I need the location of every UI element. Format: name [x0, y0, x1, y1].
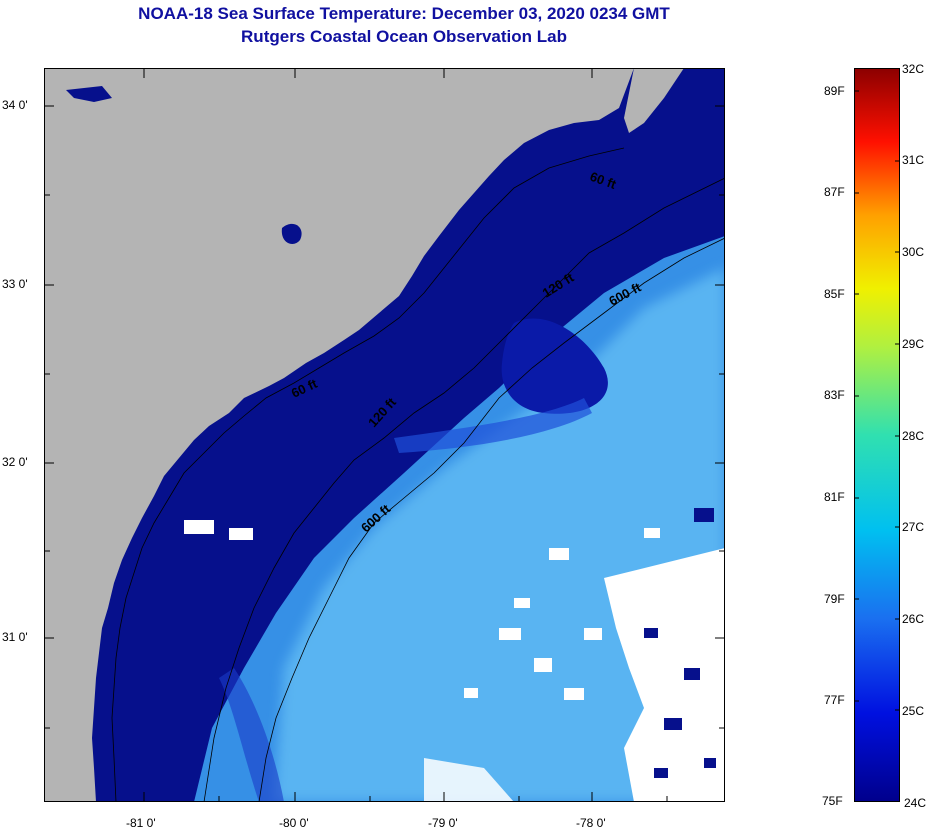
contour-60ft	[111, 147, 625, 802]
colorbar-c-25: 25C	[902, 704, 925, 718]
colorbar-f-77: 77F	[824, 693, 845, 707]
map-title: NOAA-18 Sea Surface Temperature: Decembe…	[138, 4, 670, 23]
lat-label-32: 32 0'	[2, 455, 28, 469]
cold-filament	[394, 398, 592, 453]
colorbar-f-87: 87F	[824, 185, 845, 199]
lat-label-33: 33 0'	[2, 277, 28, 291]
colorbar-c-30: 30C	[902, 245, 925, 259]
colorbar-c-31: 31C	[902, 153, 925, 167]
colorbar-f-79: 79F	[824, 592, 845, 606]
colorbar-gradient	[854, 68, 900, 802]
lat-label-31: 31 0'	[2, 630, 28, 644]
colorbar-c-24: 24C	[904, 796, 927, 810]
cloud-shadow-speckles	[644, 508, 716, 778]
map-ticks	[44, 68, 725, 802]
sst-map[interactable]: 60 ft 60 ft 120 ft 120 ft 600 ft 600 ft	[44, 68, 725, 802]
colorbar	[854, 68, 900, 802]
colorbar-c-27: 27C	[902, 520, 925, 534]
lon-label-80: -80 0'	[279, 816, 309, 830]
colorbar-c-32: 32C	[902, 62, 925, 76]
colorbar-f-85: 85F	[824, 287, 845, 301]
colorbar-c-29: 29C	[902, 337, 925, 351]
barrier-island	[624, 68, 684, 133]
cold-eddy	[501, 318, 608, 414]
colorbar-f-89: 89F	[824, 84, 845, 98]
inland-lake-2	[66, 86, 112, 102]
lat-label-34: 34 0'	[2, 98, 28, 112]
colorbar-c-28: 28C	[902, 429, 925, 443]
colorbar-f-75: 75F	[822, 794, 843, 808]
cloud-patch	[184, 520, 725, 802]
warm-core	[274, 268, 725, 802]
map-subtitle: Rutgers Coastal Ocean Observation Lab	[241, 27, 567, 46]
colorbar-ticks	[854, 90, 900, 711]
colorbar-f-83: 83F	[824, 388, 845, 402]
inshore-filament	[219, 668, 284, 802]
land	[44, 68, 634, 802]
inland-lake	[281, 223, 302, 244]
map-frame	[44, 68, 725, 802]
colorbar-f-81: 81F	[824, 490, 845, 504]
contour-120ft	[203, 177, 725, 802]
colorbar-c-26: 26C	[902, 612, 925, 626]
contour-600ft	[258, 237, 725, 802]
lon-label-78: -78 0'	[576, 816, 606, 830]
lon-label-79: -79 0'	[428, 816, 458, 830]
lon-label-81: -81 0'	[126, 816, 156, 830]
